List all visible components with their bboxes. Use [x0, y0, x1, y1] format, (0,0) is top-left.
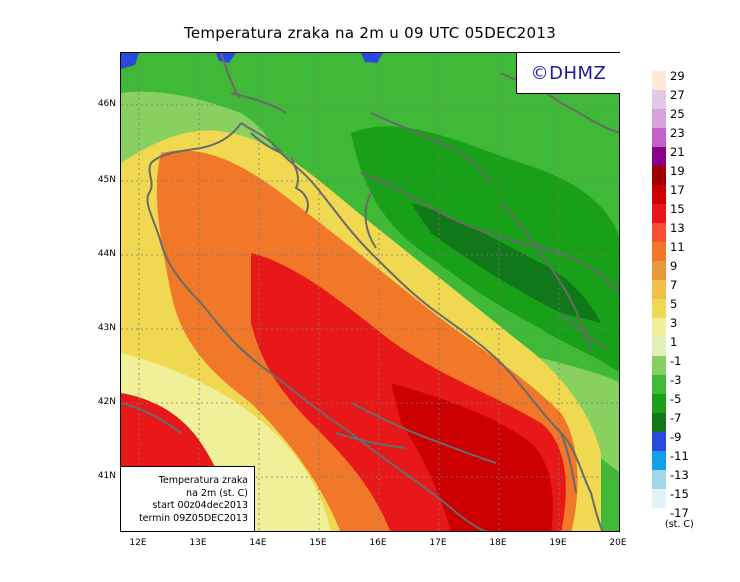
legend-swatch: [652, 261, 666, 280]
info-line-start: start 00z04dec2013: [152, 500, 248, 511]
dhmz-logo: ©DHMZ: [516, 53, 620, 94]
legend-label: 29: [670, 69, 685, 83]
lon-label: 12E: [129, 538, 147, 548]
info-line-units: na 2m (st. C): [186, 487, 248, 499]
legend-swatch: [652, 470, 666, 489]
cold-patch: [361, 53, 383, 63]
legend-label: -1: [670, 354, 682, 368]
lon-label: 20E: [609, 538, 627, 548]
legend-label: 17: [670, 183, 685, 197]
legend-label: 25: [670, 107, 685, 121]
legend-swatch: [652, 337, 666, 356]
legend-swatch: [652, 71, 666, 90]
temperature-field: [121, 53, 619, 531]
legend-swatch: [652, 508, 666, 527]
legend-swatch: [652, 432, 666, 451]
legend-label: -3: [670, 373, 682, 387]
lon-label: 19E: [549, 538, 567, 548]
legend-label: 1: [670, 335, 678, 349]
legend-swatch: [652, 166, 666, 185]
legend-swatch: [652, 394, 666, 413]
legend-label: 21: [670, 145, 685, 159]
legend-label: -11: [670, 449, 689, 463]
legend-label: -5: [670, 392, 682, 406]
legend-swatch: [652, 413, 666, 432]
lon-label: 13E: [189, 538, 207, 548]
legend-label: 15: [670, 202, 685, 216]
info-box: Temperatura zraka na 2m (st. C) start 00…: [121, 466, 255, 531]
legend-label: 11: [670, 240, 685, 254]
legend-units: (st. C): [665, 519, 694, 530]
legend-swatch: [652, 299, 666, 318]
info-line-termin: termin 09Z05DEC2013: [138, 512, 248, 524]
lat-label: 45N: [97, 175, 116, 185]
lat-label: 46N: [97, 99, 116, 109]
legend-label: 7: [670, 278, 678, 292]
legend-label: 27: [670, 88, 685, 102]
graticule: [121, 53, 619, 531]
legend-swatch: [652, 128, 666, 147]
legend-swatch: [652, 185, 666, 204]
lat-label: 44N: [97, 249, 116, 259]
legend-label: 23: [670, 126, 685, 140]
legend-label: 13: [670, 221, 685, 235]
temperature-map: [120, 52, 620, 532]
lon-label: 18E: [489, 538, 507, 548]
lon-label: 14E: [249, 538, 267, 548]
legend-swatch: [652, 318, 666, 337]
legend-swatch: [652, 109, 666, 128]
sea-hottest-zone: [391, 383, 553, 531]
legend-label: -9: [670, 430, 682, 444]
info-line-title: Temperatura zraka: [158, 475, 248, 486]
legend-swatch: [652, 451, 666, 470]
lon-label: 15E: [309, 538, 327, 548]
legend-label: -15: [670, 487, 689, 501]
coastlines: [121, 53, 619, 531]
legend-swatch: [652, 489, 666, 508]
lat-label: 41N: [97, 471, 116, 481]
legend-swatch: [652, 90, 666, 109]
legend-swatch: [652, 356, 666, 375]
legend-swatch: [652, 242, 666, 261]
legend-label: -7: [670, 411, 682, 425]
legend-label: 9: [670, 259, 678, 273]
legend-label: 5: [670, 297, 678, 311]
legend-swatch: [652, 223, 666, 242]
cold-patch: [121, 53, 139, 69]
legend-label: 3: [670, 316, 678, 330]
legend-label: -13: [670, 468, 689, 482]
legend-label: -17: [670, 506, 689, 520]
lon-label: 17E: [429, 538, 447, 548]
legend-swatch: [652, 204, 666, 223]
map-title: Temperatura zraka na 2m u 09 UTC 05DEC20…: [183, 24, 557, 42]
legend-label: 19: [670, 164, 685, 178]
coldest-inland-zone: [411, 203, 601, 323]
lon-label: 16E: [369, 538, 387, 548]
legend-swatch: [652, 375, 666, 394]
legend-swatch: [652, 147, 666, 166]
legend-swatch: [652, 280, 666, 299]
lat-label: 43N: [97, 323, 116, 333]
lat-label: 42N: [97, 397, 116, 407]
